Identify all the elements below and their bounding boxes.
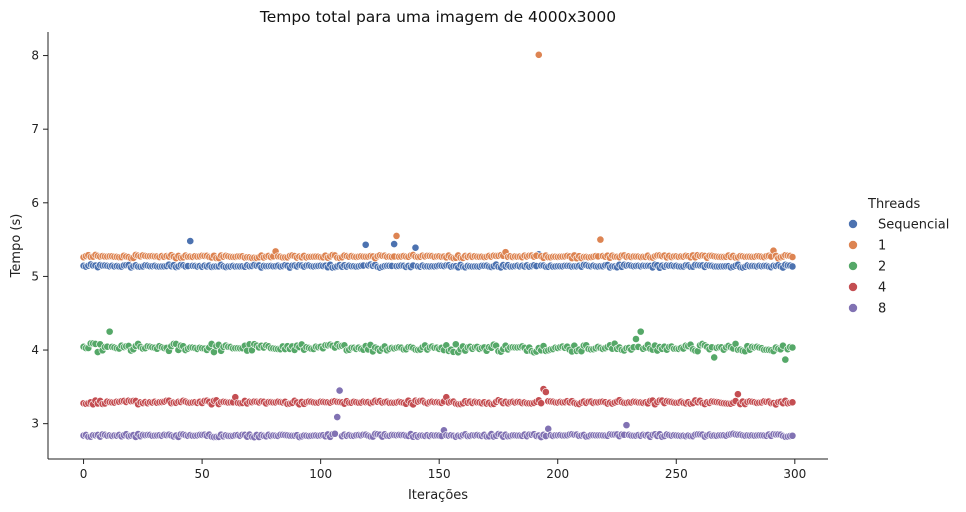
y-tick-label: 4 (31, 343, 39, 357)
point-2 (632, 335, 640, 343)
point-2 (636, 327, 645, 336)
x-tick-label: 300 (783, 467, 806, 481)
point-1 (534, 50, 543, 59)
point-8 (335, 386, 344, 395)
x-tick-label: 150 (428, 467, 451, 481)
point-2 (781, 355, 790, 364)
y-axis-label: Tempo (s) (9, 214, 24, 279)
point-1 (788, 253, 797, 261)
legend-label: Sequencial (878, 218, 949, 233)
point-2 (710, 353, 719, 362)
legend-marker (848, 240, 858, 250)
point-sequencial (411, 243, 420, 252)
legend-marker (848, 282, 858, 292)
point-2 (788, 343, 797, 352)
point-4 (541, 388, 550, 396)
x-axis-label: Iterações (408, 488, 468, 503)
legend: Threads Sequencial 1 2 4 8 (848, 197, 949, 317)
point-8 (330, 429, 339, 438)
y-tick-label: 3 (31, 417, 39, 431)
legend-title: Threads (867, 197, 920, 212)
x-tick-label: 250 (665, 467, 688, 481)
x-tick-label: 200 (546, 467, 569, 481)
point-1 (392, 232, 401, 240)
legend-label: 2 (878, 260, 886, 275)
point-sequencial (361, 240, 370, 249)
legend-marker (848, 219, 858, 229)
y-tick-label: 6 (31, 196, 39, 210)
point-8 (788, 431, 797, 440)
point-1 (596, 235, 605, 244)
point-4 (734, 390, 742, 399)
legend-label: 1 (878, 239, 886, 254)
point-2 (451, 340, 460, 349)
y-axis-ticks: 3 4 5 6 7 8 (31, 49, 48, 431)
chart-title: Tempo total para uma imagem de 4000x3000 (259, 8, 616, 26)
point-8 (622, 421, 631, 430)
point-sequencial (390, 240, 399, 248)
y-tick-label: 5 (31, 269, 39, 283)
x-tick-label: 50 (194, 467, 209, 481)
point-8 (333, 413, 342, 421)
point-4 (537, 399, 546, 408)
legend-label: 8 (878, 302, 886, 317)
legend-label: 4 (878, 281, 886, 296)
x-tick-label: 100 (309, 467, 332, 481)
point-4 (788, 398, 797, 407)
point-sequencial (186, 237, 195, 245)
point-sequencial (788, 262, 797, 271)
points-layer (79, 50, 797, 442)
x-axis-ticks: 0 50 100 150 200 250 300 (80, 459, 806, 481)
x-tick-label: 0 (80, 467, 88, 481)
legend-marker (848, 303, 858, 313)
legend-marker (848, 261, 858, 271)
y-tick-label: 8 (31, 49, 39, 63)
point-2 (105, 327, 114, 336)
y-tick-label: 7 (31, 122, 39, 136)
